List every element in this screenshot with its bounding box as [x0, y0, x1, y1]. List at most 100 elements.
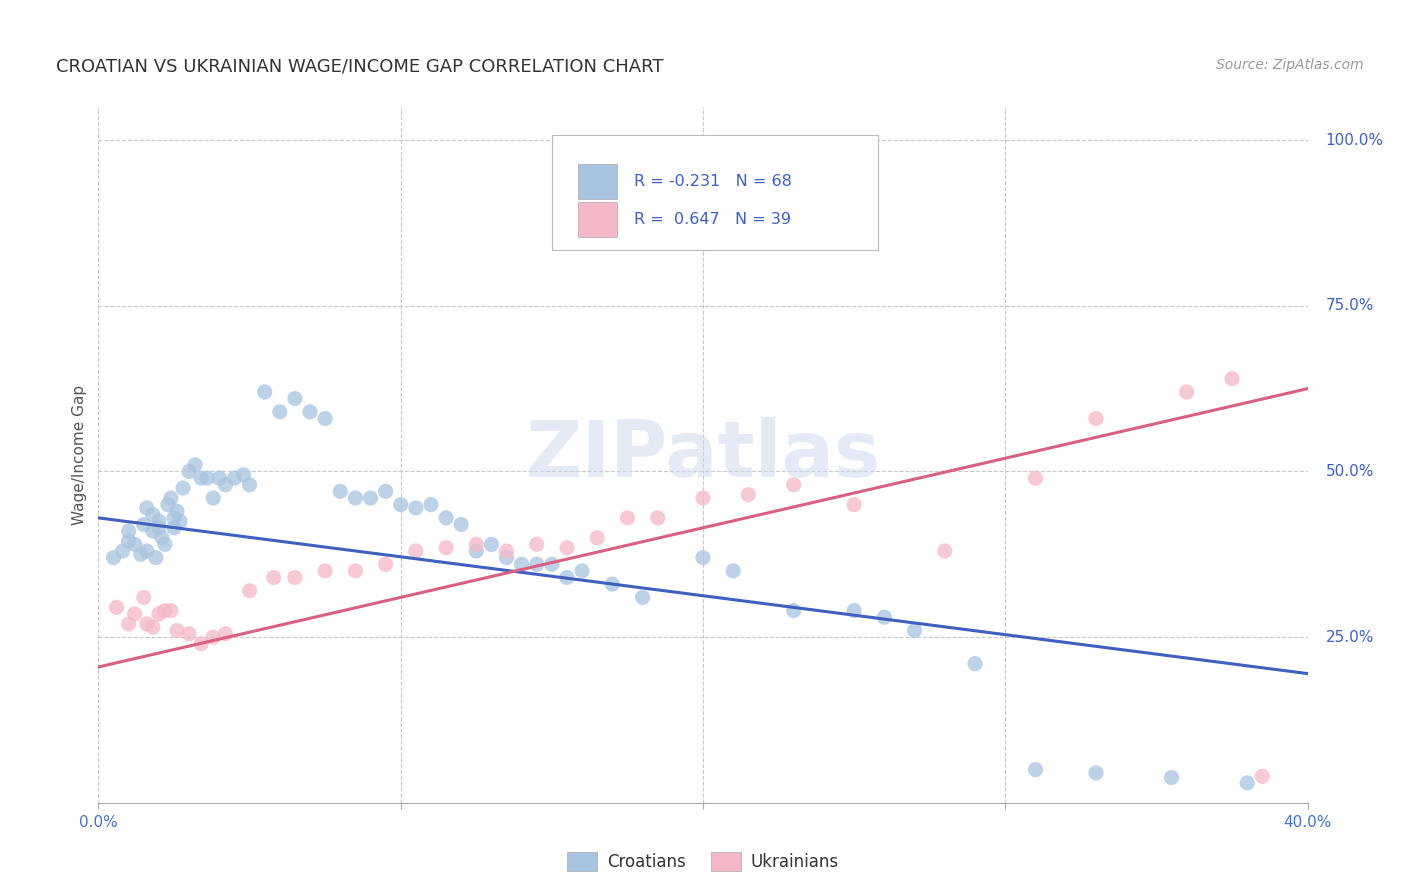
- Point: [844, 604, 866, 618]
- Point: [844, 498, 866, 512]
- Point: [284, 392, 307, 406]
- Point: [602, 577, 624, 591]
- FancyBboxPatch shape: [551, 135, 879, 250]
- FancyBboxPatch shape: [578, 202, 617, 236]
- Point: [166, 504, 188, 518]
- Point: [934, 544, 956, 558]
- FancyBboxPatch shape: [578, 164, 617, 199]
- Point: [510, 558, 533, 572]
- Point: [434, 511, 457, 525]
- Point: [156, 498, 179, 512]
- Point: [526, 558, 548, 572]
- Point: [495, 544, 517, 558]
- Point: [1024, 471, 1046, 485]
- Point: [142, 508, 165, 522]
- Point: [142, 620, 165, 634]
- Point: [148, 521, 170, 535]
- Point: [132, 517, 155, 532]
- Point: [232, 467, 254, 482]
- Point: [1024, 763, 1046, 777]
- Point: [190, 471, 212, 485]
- Point: [631, 591, 654, 605]
- Point: [465, 544, 488, 558]
- Point: [118, 524, 141, 538]
- Point: [166, 624, 188, 638]
- Point: [1251, 769, 1274, 783]
- Point: [374, 558, 396, 572]
- Point: [616, 511, 638, 525]
- Point: [129, 547, 152, 561]
- Point: [184, 458, 207, 472]
- Point: [202, 630, 225, 644]
- Point: [177, 465, 201, 479]
- Point: [177, 627, 201, 641]
- Point: [419, 498, 441, 512]
- Point: [495, 550, 517, 565]
- Point: [555, 570, 578, 584]
- Point: [360, 491, 382, 505]
- Point: [103, 550, 125, 565]
- Point: [153, 604, 176, 618]
- Point: [160, 491, 183, 505]
- Point: [142, 524, 165, 538]
- Legend: Croatians, Ukrainians: Croatians, Ukrainians: [561, 846, 845, 878]
- Point: [904, 624, 927, 638]
- Text: 75.0%: 75.0%: [1326, 298, 1374, 313]
- Point: [190, 637, 212, 651]
- Point: [692, 491, 714, 505]
- Point: [148, 607, 170, 621]
- Point: [132, 591, 155, 605]
- Point: [135, 616, 157, 631]
- Point: [1085, 411, 1108, 425]
- Point: [145, 550, 167, 565]
- Point: [124, 537, 146, 551]
- Y-axis label: Wage/Income Gap: Wage/Income Gap: [72, 384, 87, 525]
- Point: [163, 521, 186, 535]
- Point: [195, 471, 218, 485]
- Point: [214, 627, 236, 641]
- Point: [782, 477, 804, 491]
- Point: [172, 481, 194, 495]
- Point: [135, 544, 157, 558]
- Point: [873, 610, 896, 624]
- Point: [224, 471, 246, 485]
- Point: [253, 384, 276, 399]
- Point: [481, 537, 503, 551]
- Point: [160, 604, 183, 618]
- Point: [214, 477, 236, 491]
- Point: [737, 488, 759, 502]
- Point: [434, 541, 457, 555]
- Point: [202, 491, 225, 505]
- Point: [465, 537, 488, 551]
- Text: R =  0.647   N = 39: R = 0.647 N = 39: [634, 211, 792, 227]
- Point: [450, 517, 472, 532]
- Point: [540, 558, 562, 572]
- Point: [169, 514, 191, 528]
- Text: ZIPatlas: ZIPatlas: [526, 417, 880, 493]
- Point: [284, 570, 307, 584]
- Point: [555, 541, 578, 555]
- Point: [118, 616, 141, 631]
- Point: [163, 511, 186, 525]
- Point: [405, 544, 427, 558]
- Point: [329, 484, 352, 499]
- Point: [1160, 771, 1182, 785]
- Point: [239, 583, 262, 598]
- Text: 50.0%: 50.0%: [1326, 464, 1374, 479]
- Text: CROATIAN VS UKRAINIAN WAGE/INCOME GAP CORRELATION CHART: CROATIAN VS UKRAINIAN WAGE/INCOME GAP CO…: [56, 58, 664, 76]
- Point: [105, 600, 128, 615]
- Point: [1175, 384, 1198, 399]
- Point: [239, 477, 262, 491]
- Text: R = -0.231   N = 68: R = -0.231 N = 68: [634, 174, 792, 189]
- Point: [405, 500, 427, 515]
- Point: [124, 607, 146, 621]
- Point: [647, 511, 669, 525]
- Point: [269, 405, 291, 419]
- Point: [314, 564, 336, 578]
- Text: 100.0%: 100.0%: [1326, 133, 1384, 148]
- Point: [148, 514, 170, 528]
- Point: [586, 531, 609, 545]
- Point: [526, 537, 548, 551]
- Point: [111, 544, 134, 558]
- Point: [344, 491, 367, 505]
